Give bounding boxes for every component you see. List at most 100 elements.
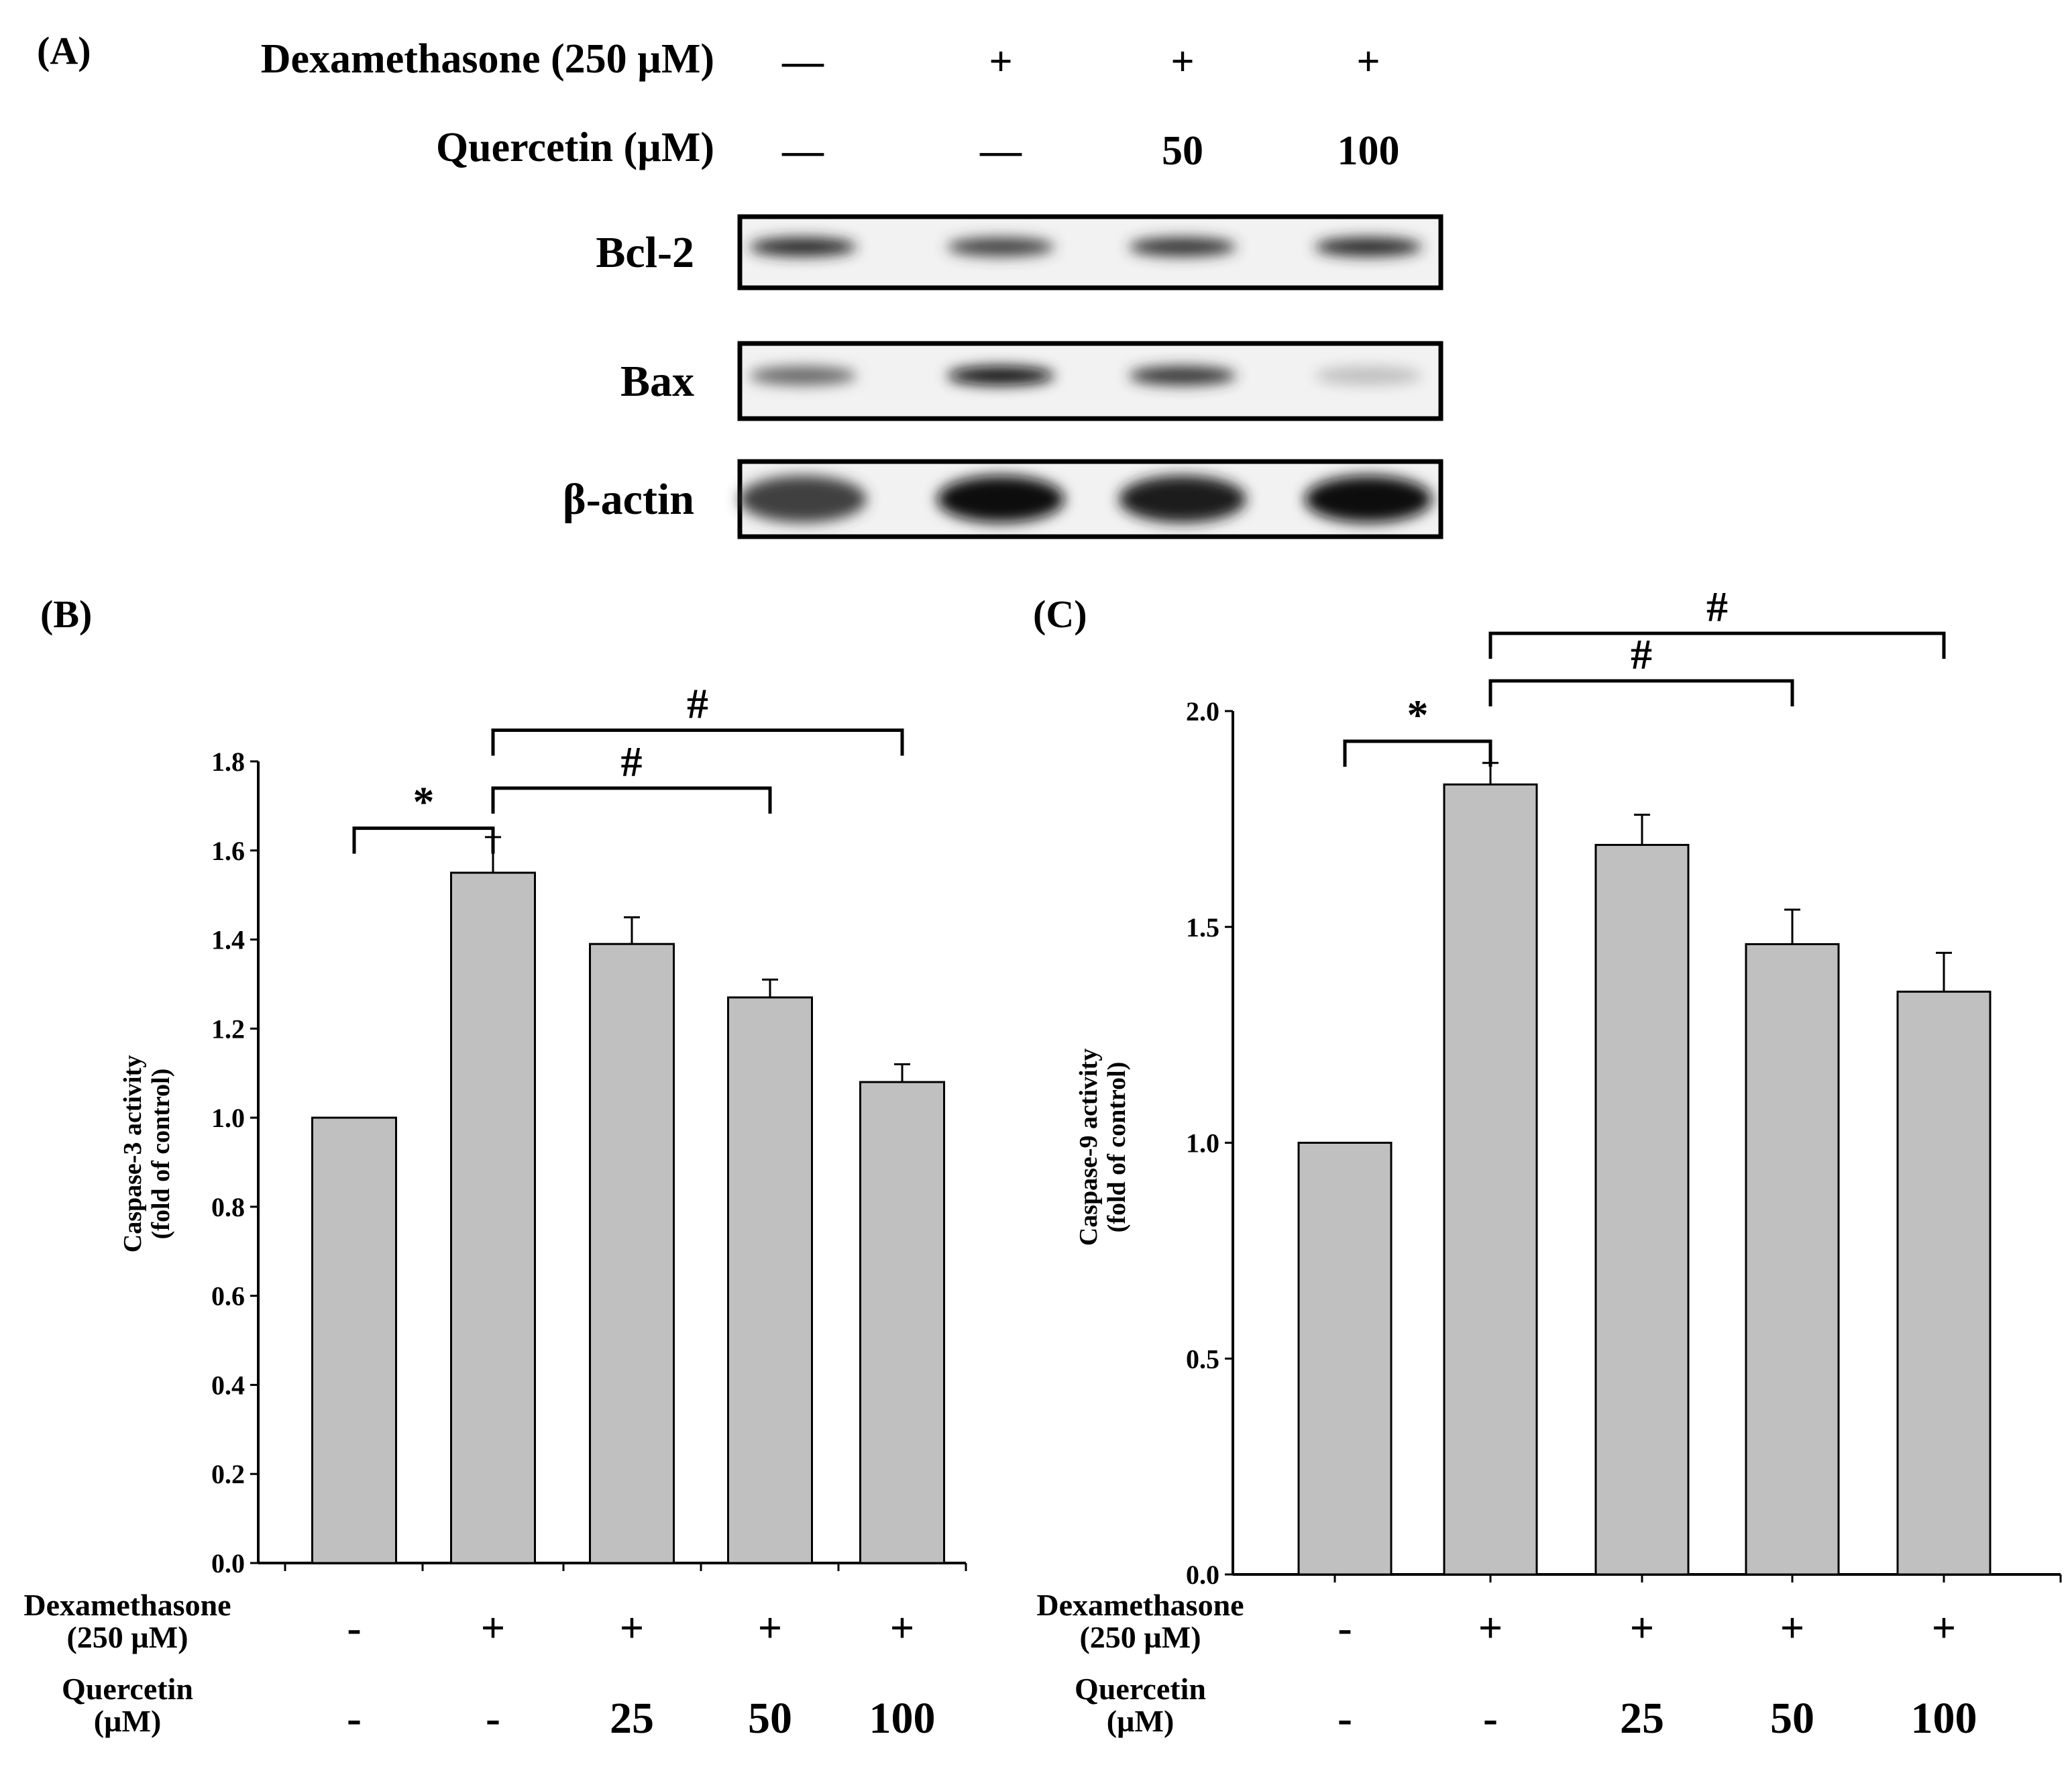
blot-band (749, 366, 857, 385)
dex-row-label: Dexamethasone (1036, 1588, 1244, 1622)
y-tick-label: 1.2 (211, 1014, 245, 1044)
y-axis-label: Caspase-3 activity (119, 1055, 147, 1252)
bar (1594, 843, 1690, 1576)
y-tick-label: 0.4 (211, 1370, 245, 1400)
significance-bracket (352, 826, 495, 854)
y-axis-label: Caspase-9 activity (1075, 1049, 1103, 1246)
bar (1896, 990, 1992, 1576)
significance-bracket (1488, 631, 1946, 659)
significance-symbol: * (1407, 691, 1429, 739)
significance-bracket (1488, 679, 1794, 706)
quercetin-value-a: 100 (1338, 128, 1400, 174)
blot-band (1119, 476, 1246, 523)
quercetin-value: 25 (1620, 1694, 1664, 1743)
blot-frame (737, 214, 1443, 290)
significance-symbol: # (1706, 583, 1728, 631)
quercetin-value: - (486, 1694, 500, 1743)
quercetin-row-label-units: (µM) (94, 1704, 162, 1738)
dex-sign-a: + (989, 39, 1012, 85)
quercetin-value-a: — (979, 128, 1022, 174)
significance-bracket (491, 786, 772, 814)
quercetin-row-label-units: (µM) (1107, 1704, 1175, 1738)
blot-label: β-actin (563, 475, 694, 524)
caspase-9-chart: 0.0 0.5 1.0 1.5 2.0 Caspase-9 activity (fold o… (1036, 583, 2062, 1743)
dex-sign-a: + (1356, 39, 1380, 85)
panel-a-quer-label: Quercetin (µM) (436, 125, 714, 170)
quercetin-value: 50 (1770, 1694, 1814, 1743)
significance-symbol: # (1631, 631, 1652, 678)
y-tick-label: 0.5 (1186, 1344, 1219, 1374)
panel-b-label: (B) (40, 592, 92, 636)
blot-label: Bax (620, 357, 694, 406)
y-axis-label-units: (fold of control) (147, 1069, 175, 1240)
panel-a-dex-label: Dexamethasone (250 µM) (261, 36, 714, 82)
blot-band (947, 366, 1054, 385)
y-tick-label: 0.6 (211, 1281, 245, 1311)
dex-sign: + (890, 1604, 914, 1652)
y-tick-label: 1.0 (211, 1103, 245, 1133)
panel-c-label: (C) (1033, 592, 1087, 636)
bar (1443, 783, 1538, 1576)
bar (727, 996, 813, 1564)
dex-sign: + (1630, 1604, 1654, 1652)
blot-frame (737, 341, 1443, 421)
caspase-3-chart: 0.0 0.2 0.4 0.6 0.8 1.0 1.2 1.4 1.6 1.8 Caspase-3 … (23, 680, 967, 1743)
dex-sign: + (1478, 1604, 1503, 1652)
dex-row-label: Dexamethasone (23, 1588, 231, 1622)
bar (1745, 943, 1840, 1576)
blot-band (1129, 237, 1236, 256)
y-tick-label: 1.4 (211, 925, 245, 955)
western-blot: — + + + — — 50 100 Bcl-2 Bax β-actin (563, 39, 1443, 539)
quercetin-value: 50 (748, 1694, 792, 1743)
y-tick-label: 1.0 (1186, 1128, 1219, 1159)
y-tick-label: 0.8 (211, 1192, 245, 1222)
y-tick-label: 1.5 (1186, 912, 1219, 943)
blot-band (947, 237, 1054, 256)
blot-band (1315, 237, 1422, 256)
bar (859, 1081, 945, 1564)
y-tick-label: 0.0 (211, 1548, 245, 1578)
dex-sign: + (758, 1604, 782, 1652)
blot-band (749, 237, 857, 256)
blot-band (937, 476, 1065, 523)
panel-a-label: (A) (37, 29, 91, 72)
y-tick-label: 2.0 (1186, 696, 1219, 727)
significance-symbol: # (621, 738, 643, 786)
dex-sign: + (1932, 1604, 1956, 1652)
blot-band (739, 476, 867, 523)
blot-label: Bcl-2 (596, 228, 694, 277)
significance-bracket (491, 729, 904, 756)
blot-band (1129, 366, 1236, 385)
bar (1297, 1142, 1393, 1576)
bar (589, 943, 675, 1564)
quercetin-value: - (347, 1694, 362, 1743)
y-tick-label: 1.8 (211, 747, 245, 777)
y-tick-label: 0.0 (1186, 1560, 1219, 1590)
quercetin-value: - (1338, 1694, 1352, 1743)
y-tick-label: 1.6 (211, 836, 245, 866)
blot-band (1305, 476, 1432, 523)
y-tick-label: 0.2 (211, 1459, 245, 1489)
quercetin-value-a: — (781, 128, 824, 174)
quercetin-value: 100 (869, 1694, 936, 1743)
dex-sign: + (481, 1604, 505, 1652)
quercetin-row-label: Quercetin (62, 1672, 193, 1706)
y-axis-label-units: (fold of control) (1103, 1062, 1131, 1233)
dex-sign: - (347, 1604, 361, 1652)
quercetin-value: 100 (1911, 1694, 1977, 1743)
quercetin-value: 25 (610, 1694, 654, 1743)
bar (450, 871, 536, 1564)
significance-symbol: # (687, 680, 708, 728)
significance-bracket (1343, 739, 1492, 767)
dex-sign: - (1338, 1604, 1352, 1652)
bar (311, 1116, 397, 1564)
significance-symbol: * (413, 778, 435, 826)
quercetin-row-label: Quercetin (1075, 1672, 1206, 1706)
dex-row-label-units: (250 µM) (66, 1620, 188, 1654)
blot-band (1315, 366, 1422, 385)
dex-sign: + (620, 1604, 644, 1652)
dex-sign: + (1780, 1604, 1804, 1652)
dex-sign-a: + (1170, 39, 1194, 85)
quercetin-value-a: 50 (1162, 128, 1203, 174)
quercetin-value: - (1483, 1694, 1498, 1743)
